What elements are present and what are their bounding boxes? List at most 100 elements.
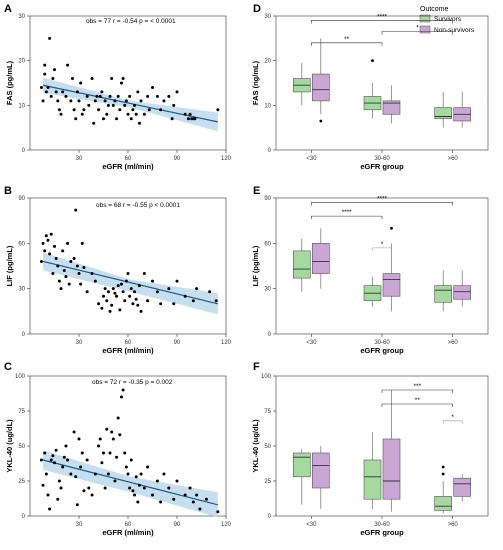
- scatter-point-c: [137, 483, 141, 487]
- y-tick-label-e: 60: [264, 241, 271, 247]
- y-tick-label-c: 0: [22, 514, 26, 520]
- x-tick-label-f: >60: [448, 522, 459, 528]
- scatter-point-c: [106, 472, 110, 476]
- scatter-point-b: [85, 290, 89, 294]
- x-axis-title-a: eGFR (ml/min): [102, 162, 154, 171]
- scatter-point-b: [39, 259, 43, 263]
- scatter-point-a: [44, 90, 48, 94]
- box-e: [434, 285, 452, 303]
- scatter-point-a: [123, 103, 127, 107]
- scatter-point-b: [90, 272, 94, 276]
- scatter-point-b: [108, 309, 112, 313]
- x-tick-label-c: 120: [221, 522, 232, 528]
- box-f: [363, 459, 382, 500]
- x-tick-label-c: 60: [125, 522, 132, 528]
- scatter-point-c: [61, 465, 65, 469]
- scatter-point-c: [77, 437, 81, 441]
- scatter-point-c: [115, 455, 119, 459]
- scatter-point-c: [49, 458, 53, 462]
- scatter-point-c: [93, 472, 97, 476]
- scatter-point-b: [191, 299, 195, 303]
- y-tick-label-c: 100: [15, 374, 26, 380]
- scatter-point-b: [74, 208, 78, 212]
- scatter-point-c: [191, 500, 195, 504]
- scatter-point-a: [170, 117, 174, 121]
- scatter-point-b: [61, 249, 65, 253]
- stats-annotation-b: obs = 68 r = -0.55 p < 0.0001: [96, 202, 180, 209]
- scatter-point-b: [183, 294, 187, 298]
- scatter-point-a: [87, 103, 91, 107]
- scatter-point-c: [204, 497, 208, 501]
- scatter-point-b: [102, 294, 105, 298]
- confidence-band-a: [43, 77, 218, 132]
- scatter-point-a: [54, 90, 58, 94]
- legend-label-nonsurvivors: Non-survivors: [434, 27, 475, 34]
- y-tick-label-a: 0: [22, 148, 26, 154]
- y-axis-title-a: FAS (pg/mL): [5, 60, 14, 105]
- scatter-point-a: [147, 108, 151, 112]
- y-tick-label-b: 30: [18, 287, 25, 293]
- scatter-point-c: [133, 493, 137, 497]
- box-e: [312, 243, 330, 274]
- y-tick-label-d: 10: [264, 103, 271, 109]
- scatter-point-a: [93, 99, 97, 103]
- scatter-point-a: [159, 108, 163, 112]
- box-outlier-d: [371, 59, 374, 63]
- box-f: [293, 452, 311, 478]
- legend-swatch-survivors: [419, 14, 431, 23]
- x-tick-label-f: <30: [306, 522, 317, 528]
- scatter-point-a: [70, 77, 74, 81]
- scatter-point-c: [188, 486, 192, 490]
- significance-label-d: ****: [377, 13, 388, 20]
- box-e: [382, 273, 401, 297]
- scatter-point-a: [110, 77, 114, 81]
- scatter-point-c: [172, 497, 176, 501]
- box-outlier-f: [441, 472, 445, 476]
- scatter-point-b: [64, 275, 68, 279]
- scatter-point-c: [102, 451, 105, 455]
- scatter-point-a: [119, 81, 123, 85]
- scatter-point-b: [167, 287, 171, 291]
- scatter-point-a: [95, 94, 99, 98]
- scatter-point-a: [186, 117, 190, 121]
- scatter-point-c: [75, 503, 79, 507]
- scatter-point-b: [134, 297, 138, 301]
- stats-annotation-a: obs = 77 r = -0.54 p = < 0.0001: [86, 18, 176, 25]
- scatter-point-b: [159, 302, 163, 306]
- scatter-point-a: [77, 99, 81, 103]
- scatter-point-b: [111, 287, 115, 291]
- scatter-point-c: [126, 472, 130, 476]
- box-f: [453, 477, 471, 497]
- scatter-point-a: [103, 99, 107, 103]
- scatter-point-a: [59, 112, 63, 116]
- significance-bracket-d: [381, 31, 453, 35]
- scatter-point-a: [131, 108, 135, 112]
- scatter-point-c: [113, 479, 117, 483]
- scatter-point-c: [82, 489, 86, 493]
- scatter-point-a: [146, 94, 150, 98]
- significance-label-f: ***: [414, 383, 422, 390]
- scatter-point-a: [106, 103, 110, 107]
- x-tick-label-a: 30: [76, 156, 83, 162]
- scatter-point-c: [118, 433, 122, 437]
- box-d: [434, 107, 452, 120]
- panel-letter-b: B: [4, 185, 12, 197]
- scatter-point-a: [183, 112, 187, 116]
- y-tick-label-b: 60: [18, 241, 25, 247]
- y-axis-title-c: YKL-40 (ug/dL): [5, 419, 14, 473]
- scatter-point-b: [41, 241, 45, 245]
- significance-bracket-f: [381, 403, 453, 407]
- scatter-point-a: [142, 112, 146, 116]
- significance-bracket-e: [311, 215, 383, 220]
- scatter-point-b: [128, 294, 132, 298]
- scatter-point-b: [129, 287, 133, 291]
- scatter-point-c: [87, 486, 91, 490]
- scatter-point-a: [53, 68, 56, 72]
- scatter-point-b: [137, 284, 141, 288]
- y-tick-label-f: 100: [261, 374, 272, 380]
- scatter-point-c: [51, 454, 55, 458]
- box-f: [434, 496, 452, 511]
- panel-letter-a: A: [4, 3, 12, 15]
- scatter-point-b: [133, 290, 137, 294]
- scatter-point-c: [100, 461, 104, 465]
